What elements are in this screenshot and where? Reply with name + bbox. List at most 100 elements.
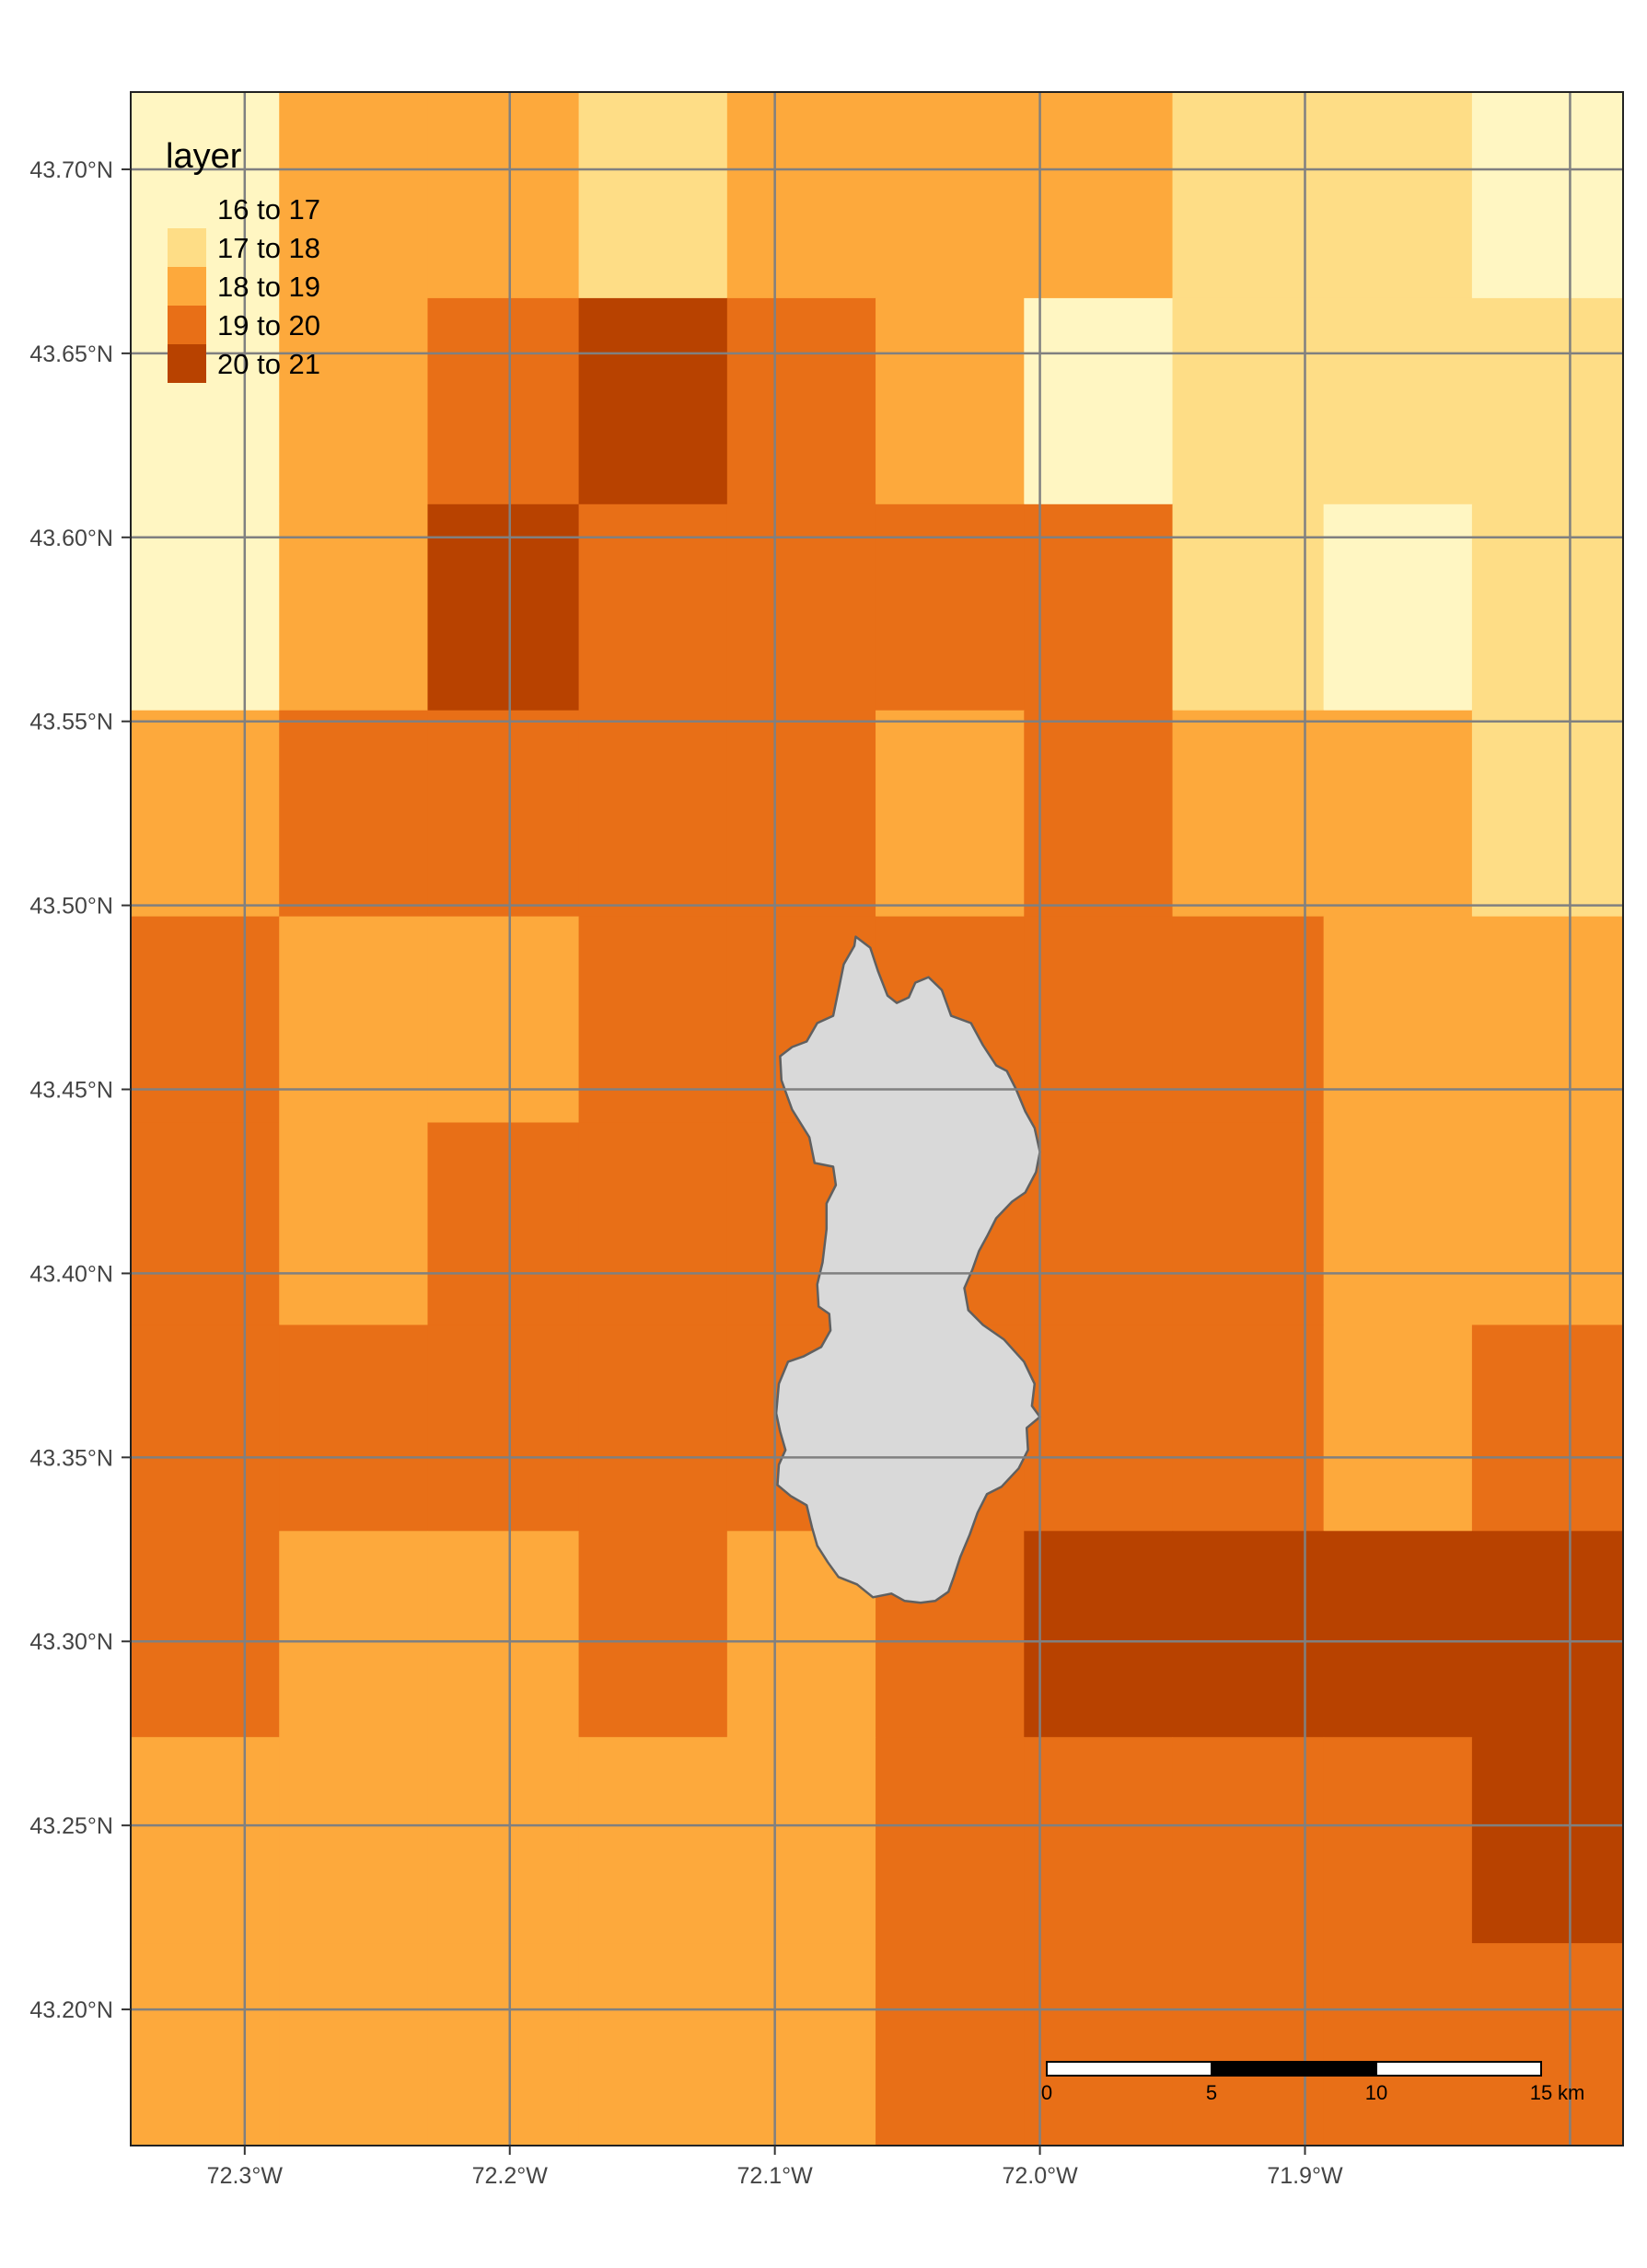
raster-cell <box>876 1737 1025 1944</box>
raster-cell <box>1323 1325 1473 1532</box>
legend: layer 16 to 17 17 to 18 18 to 19 19 to 20 20… <box>166 137 320 383</box>
raster-cell <box>1471 1737 1623 1944</box>
raster-cell <box>1024 710 1174 918</box>
raster-cell <box>427 1122 580 1325</box>
raster-cell <box>1323 710 1473 918</box>
raster-cell <box>427 1325 580 1532</box>
raster-cell <box>578 92 728 299</box>
graticule <box>131 92 1623 2146</box>
raster-cell <box>131 1531 280 1738</box>
raster-cell <box>1024 1325 1174 1532</box>
raster-cell <box>279 297 429 505</box>
raster-cell <box>726 1943 876 2146</box>
x-tick-label: 72.1°W <box>737 2163 814 2189</box>
raster-cell <box>1172 1531 1325 1738</box>
raster-cell <box>1471 503 1623 712</box>
raster-cell <box>131 1325 280 1532</box>
scale-bar-unit: km <box>1558 2081 1584 2104</box>
legend-label: 16 to 17 <box>217 193 320 226</box>
raster-cell <box>427 916 580 1124</box>
raster-cell <box>1172 1943 1325 2146</box>
raster-cell <box>1323 1943 1473 2146</box>
raster-cell <box>1471 1122 1623 1325</box>
y-tick-label: 43.50°N <box>29 894 113 920</box>
legend-key <box>168 306 206 344</box>
raster-cell <box>1172 92 1325 299</box>
raster-cell <box>726 92 876 299</box>
raster-cell <box>726 297 876 505</box>
raster-cell <box>1172 297 1325 505</box>
raster-cell <box>1024 1531 1174 1738</box>
raster-cell <box>578 1122 728 1325</box>
y-axis: 43.70°N 43.65°N 43.60°N 43.55°N 43.50°N 43.45… <box>29 157 131 2023</box>
raster-cell <box>1471 297 1623 505</box>
raster-cell <box>131 1737 280 1944</box>
x-axis: 72.3°W 72.2°W 72.1°W 72.0°W 71.9°W <box>207 2146 1343 2189</box>
raster-cell <box>427 92 580 299</box>
raster-cell <box>578 1943 728 2146</box>
raster-cell <box>427 503 580 712</box>
y-tick-label: 43.25°N <box>29 1813 113 1839</box>
x-tick-label: 71.9°W <box>1267 2163 1343 2189</box>
y-tick-label: 43.20°N <box>29 1997 113 2023</box>
raster-cell <box>876 503 1025 712</box>
map-panel: layer 16 to 17 17 to 18 18 to 19 19 to 20 20… <box>131 92 1623 2146</box>
raster-cell <box>427 1943 580 2146</box>
raster-cell <box>279 503 429 712</box>
scale-bar-label: 0 <box>1041 2081 1052 2104</box>
y-tick-label: 43.45°N <box>29 1078 113 1104</box>
raster-cell <box>578 1531 728 1738</box>
legend-title: layer <box>166 137 242 176</box>
raster-cell <box>1471 1531 1623 1738</box>
raster-cell <box>1471 710 1623 918</box>
raster-cell <box>279 1737 429 1944</box>
raster-cell <box>1172 503 1325 712</box>
raster-cell <box>279 1531 429 1738</box>
raster-cell <box>1024 1737 1174 1944</box>
raster-cell <box>427 1531 580 1738</box>
legend-label: 18 to 19 <box>217 271 320 303</box>
raster-cell <box>131 916 280 1124</box>
x-tick-label: 72.3°W <box>207 2163 284 2189</box>
raster-cell <box>726 710 876 918</box>
raster-cell <box>427 1737 580 1944</box>
legend-label: 17 to 18 <box>217 232 320 264</box>
scale-bar: 0 5 10 15 km <box>1041 2061 1584 2104</box>
raster-cell <box>578 503 728 712</box>
raster-cell <box>131 1943 280 2146</box>
raster-cell <box>279 1325 429 1532</box>
raster-cell <box>1323 916 1473 1124</box>
scale-bar-label: 15 <box>1530 2081 1552 2104</box>
raster-cell <box>876 1943 1025 2146</box>
raster-cell <box>1024 1943 1174 2146</box>
y-tick-label: 43.70°N <box>29 157 113 183</box>
legend-key <box>168 190 206 228</box>
raster-cell <box>578 297 728 505</box>
scale-bar-segment <box>1211 2061 1377 2077</box>
y-tick-label: 43.65°N <box>29 341 113 367</box>
scale-bar-label: 5 <box>1206 2081 1217 2104</box>
raster-cell <box>1323 297 1473 505</box>
panel-border <box>130 91 1624 2146</box>
raster-cell <box>578 1325 728 1532</box>
raster-cell <box>279 710 429 918</box>
raster-cell <box>1172 1325 1325 1532</box>
raster-cell <box>578 710 728 918</box>
raster-cell <box>1024 503 1174 712</box>
raster-cell <box>1024 916 1174 1124</box>
raster-cell <box>131 710 280 918</box>
scale-bar-label: 10 <box>1365 2081 1387 2104</box>
raster-cell <box>1323 1531 1473 1738</box>
raster-cell <box>1024 297 1174 505</box>
raster-cell <box>427 710 580 918</box>
raster-cell <box>726 503 876 712</box>
x-tick-label: 72.0°W <box>1002 2163 1078 2189</box>
legend-label: 20 to 21 <box>217 348 320 380</box>
raster-cell <box>1323 503 1473 712</box>
scale-bar-segment <box>1375 2061 1542 2077</box>
raster-cell <box>578 1737 728 1944</box>
raster-cell <box>1471 92 1623 299</box>
raster-cell <box>1024 1122 1174 1325</box>
raster-cell <box>1471 916 1623 1124</box>
